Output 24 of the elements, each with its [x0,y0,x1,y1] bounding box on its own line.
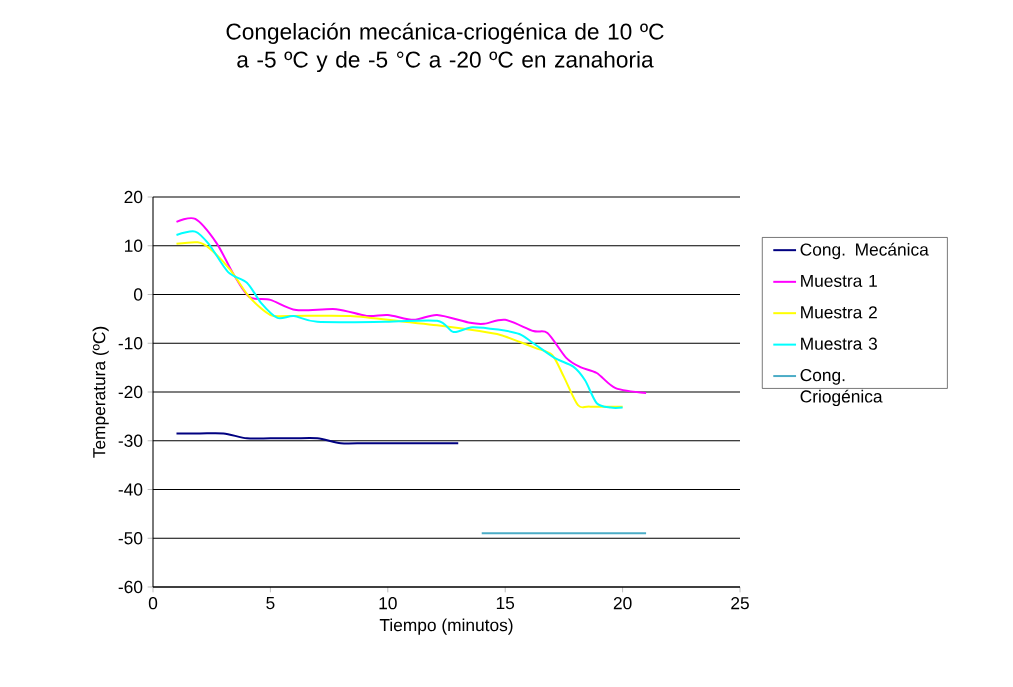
x-tick-label: 25 [731,597,749,610]
legend-label: Cong. Criogénica [800,369,883,407]
x-tick-label: 0 [148,597,158,610]
y-tick-label: -20 [118,385,143,399]
x-tick-label: 15 [496,597,515,610]
y-tick-label: 20 [124,190,143,204]
y-tick-label: -10 [118,337,143,350]
legend-label: Cong. Mecánica [800,242,929,260]
line-series [175,217,648,394]
y-tick-label: -30 [118,434,143,447]
legend-label: Muestra 3 [801,337,877,350]
y-tick-label: -50 [118,532,143,545]
y-tick-label: 10 [125,239,143,252]
chart-title: Congelación mecánica-criogénica de 10 ºC a -5 ºC y de -5 °C a -20 ºC en zanahoria [226,22,664,73]
x-tick-label: 5 [266,597,275,610]
x-tick-label: 10 [379,597,397,610]
legend-label: Muestra 2 [801,306,877,319]
y-axis-title: Temperatura (ºC) [92,326,109,458]
y-tick-label: -40 [118,483,143,496]
y-tick-label: 0 [133,288,143,301]
x-tick-label: 20 [613,597,632,610]
y-tick-label: -60 [118,580,143,594]
legend-label: Muestra 1 [801,274,877,287]
x-axis-title: Tiempo (minutos) [379,618,513,635]
